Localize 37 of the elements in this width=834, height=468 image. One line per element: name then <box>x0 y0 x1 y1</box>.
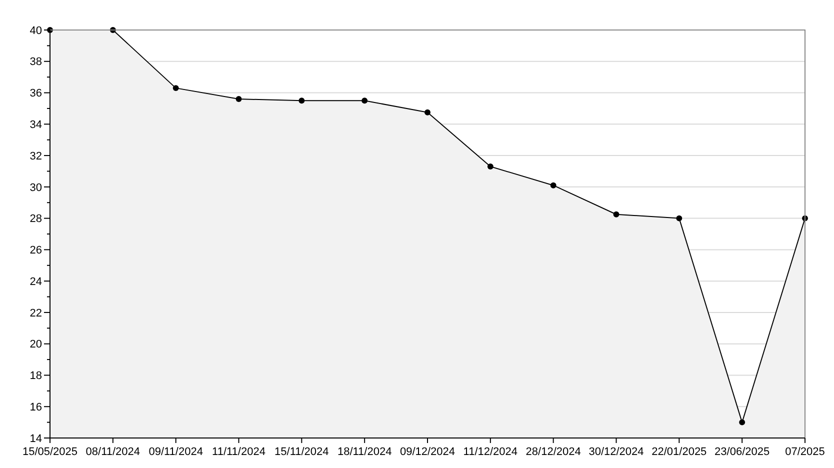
y-tick-label: 36 <box>30 88 42 100</box>
point <box>676 215 682 222</box>
y-tick-label: 34 <box>30 119 42 132</box>
x-tick-label: 08/11/2024 <box>86 446 140 458</box>
point <box>236 96 242 102</box>
x-tick-label: 22/01/2025 <box>652 446 707 458</box>
y-tick-label: 16 <box>30 401 42 414</box>
x-tick-label: 23/06/2025 <box>714 446 770 458</box>
x-tick-label: 09/12/2024 <box>400 446 456 458</box>
point <box>487 164 494 170</box>
point <box>424 109 430 116</box>
y-tick-label: 28 <box>30 213 42 226</box>
y-tick-label: 20 <box>30 338 42 351</box>
x-tick-label: 11/11/2024 <box>212 446 266 458</box>
x-tick-label: 18/11/2024 <box>337 446 392 458</box>
x-tick-label: 28/12/2024 <box>526 446 581 458</box>
x-tick-label: 15/05/2025 <box>22 446 78 458</box>
x-tick-label: 07/2025 <box>785 446 825 458</box>
point <box>362 98 368 104</box>
x-tick-label: 11/12/2024 <box>463 446 518 458</box>
y-tick-label: 38 <box>30 56 42 68</box>
y-tick-label: 30 <box>30 182 42 194</box>
point <box>739 419 746 426</box>
y-tick-label: 32 <box>30 150 42 162</box>
point <box>298 98 305 104</box>
y-tick-label: 26 <box>30 244 42 257</box>
y-tick-label: 22 <box>30 307 42 320</box>
x-tick-label: 15/11/2024 <box>274 446 329 458</box>
y-tick-label: 14 <box>30 432 42 445</box>
point <box>550 182 556 188</box>
y-tick-label: 40 <box>30 24 42 37</box>
x-tick-label: 09/11/2024 <box>148 446 203 458</box>
y-tick-label: 24 <box>30 276 42 288</box>
y-tick-label: 18 <box>30 370 42 382</box>
point <box>613 211 620 218</box>
point <box>172 85 179 92</box>
x-tick-label: 30/12/2024 <box>588 446 644 458</box>
